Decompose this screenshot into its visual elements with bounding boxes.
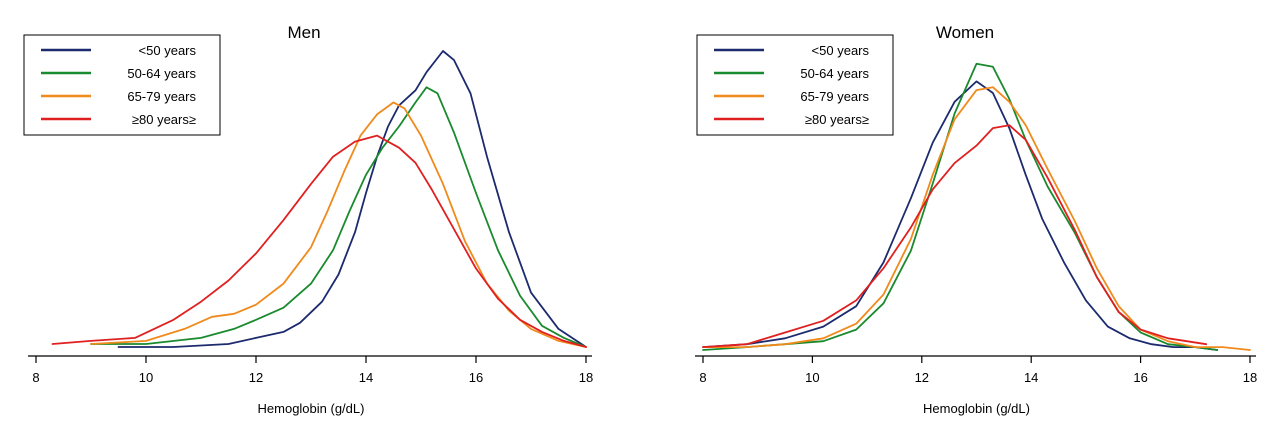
x-tick-label-women-2: 12 <box>915 370 929 385</box>
series-line-men-3 <box>51 134 587 348</box>
series-line-women-2 <box>702 86 1251 351</box>
legend-label-women-1: 50-64 years <box>800 66 869 81</box>
chart-women: Women 8 10 12 14 16 18 Hemoglobin (g/dL) <50 yea… <box>695 23 1257 416</box>
x-tick-label-women-5: 18 <box>1243 370 1257 385</box>
legend-label-men-0: <50 years <box>139 43 197 58</box>
plot-area-men: Men 8 10 12 14 16 18 Hemoglobin (g/dL) <50 years… <box>23 23 593 416</box>
series-line-women-3 <box>702 124 1208 348</box>
legend-label-men-3: ≥80 years≥ <box>132 112 196 127</box>
chart-title-women: Women <box>936 23 994 42</box>
x-tick-label-men-0: 8 <box>32 370 39 385</box>
legend-label-men-1: 50-64 years <box>127 66 196 81</box>
x-tick-label-men-2: 12 <box>249 370 263 385</box>
series-line-women-0 <box>702 80 1219 351</box>
x-tick-label-men-3: 14 <box>359 370 373 385</box>
legend-label-women-2: 65-79 years <box>800 89 869 104</box>
x-tick-label-men-1: 10 <box>139 370 153 385</box>
x-tick-label-women-4: 16 <box>1133 370 1147 385</box>
legend-label-women-0: <50 years <box>812 43 870 58</box>
x-axis-title-women: Hemoglobin (g/dL) <box>923 401 1030 416</box>
chart-men: Men 8 10 12 14 16 18 Hemoglobin (g/dL) <50 years… <box>23 23 593 416</box>
legend-label-men-2: 65-79 years <box>127 89 196 104</box>
x-tick-label-women-0: 8 <box>699 370 706 385</box>
series-line-men-0 <box>117 50 587 348</box>
x-tick-label-women-3: 14 <box>1024 370 1038 385</box>
x-tick-label-men-4: 16 <box>469 370 483 385</box>
legend-label-women-3: ≥80 years≥ <box>805 112 869 127</box>
series-line-women-1 <box>702 62 1219 351</box>
chart-title-men: Men <box>287 23 320 42</box>
series-line-men-2 <box>90 101 587 348</box>
x-axis-title-men: Hemoglobin (g/dL) <box>258 401 365 416</box>
plot-area-women: Women 8 10 12 14 16 18 Hemoglobin (g/dL) <50 yea… <box>695 23 1257 416</box>
x-tick-label-men-5: 18 <box>579 370 593 385</box>
series-line-men-1 <box>90 86 587 348</box>
x-tick-label-women-1: 10 <box>805 370 819 385</box>
